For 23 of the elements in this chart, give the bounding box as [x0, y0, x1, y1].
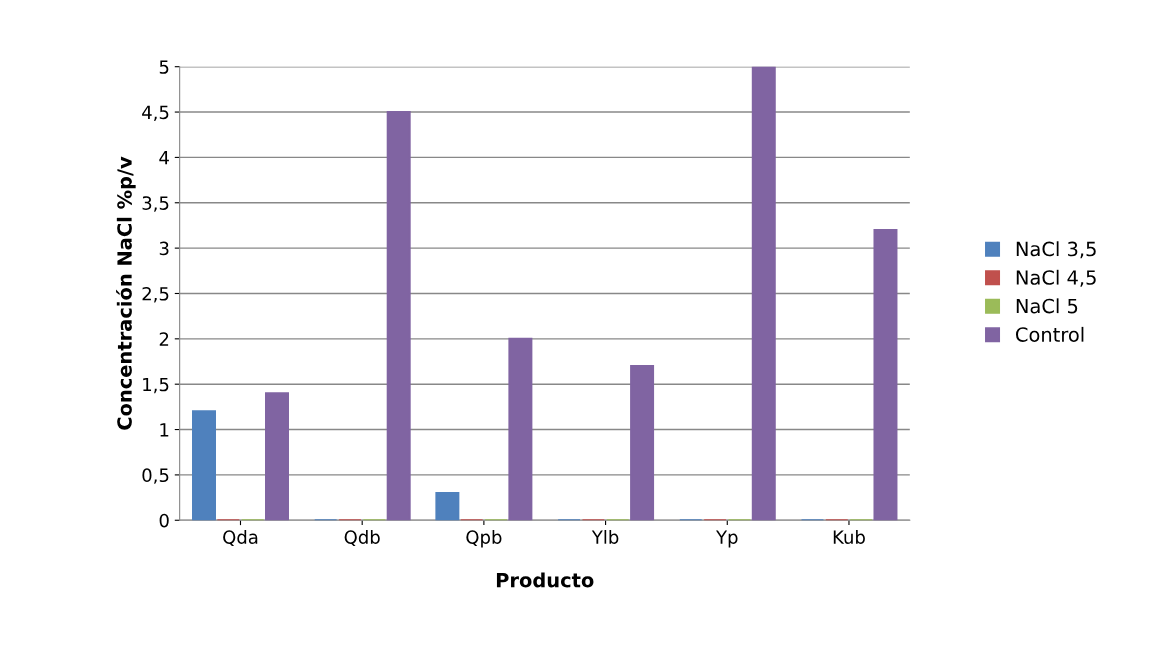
- y-axis-title: Concentración NaCl %p/v: [116, 156, 136, 430]
- y-tick-label: 5: [159, 60, 169, 74]
- y-tick-label: 4,5: [142, 105, 169, 122]
- y-tick-label: 2,5: [142, 286, 169, 303]
- legend-label: NaCl 4,5: [1016, 269, 1096, 287]
- legend-label: NaCl 5: [1016, 298, 1078, 314]
- legend-label: Control: [1015, 326, 1084, 342]
- x-axis-title: Producto: [496, 572, 594, 588]
- y-tick-label: 2: [159, 332, 169, 346]
- y-tick-label: 0: [159, 513, 169, 528]
- x-tick-label: Yp: [715, 530, 738, 548]
- y-tick-label: 1,5: [143, 377, 169, 394]
- x-tick-label: Qdb: [344, 529, 380, 547]
- x-tick-label: Kub: [833, 529, 865, 544]
- x-tick-label: Qpb: [466, 529, 502, 548]
- y-tick-label: 4: [159, 151, 169, 165]
- x-tick-label: Ylb: [591, 529, 619, 544]
- y-tick-label: 1: [160, 423, 169, 437]
- y-tick-label: 3,5: [142, 196, 169, 212]
- y-tick-label: 0,5: [142, 468, 169, 484]
- legend-label: NaCl 3,5: [1016, 241, 1096, 259]
- y-tick-label: 3: [159, 241, 169, 256]
- x-tick-label: Qda: [223, 529, 258, 547]
